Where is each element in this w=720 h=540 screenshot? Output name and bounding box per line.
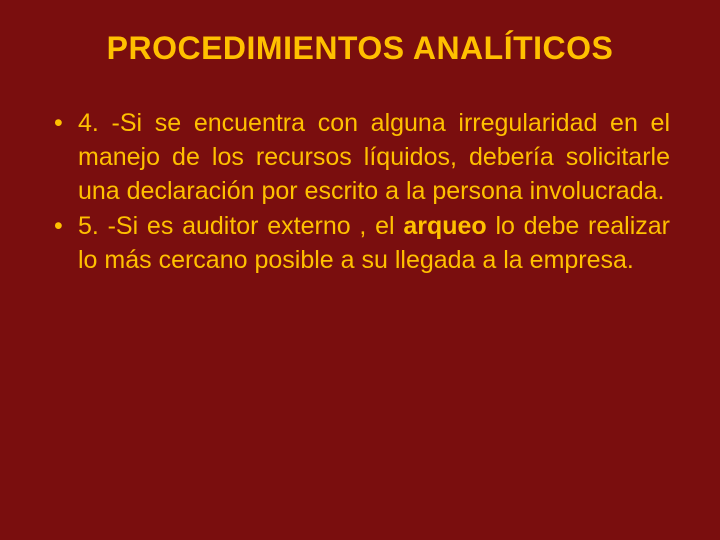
bullet-marker: • (50, 210, 78, 278)
bullet-text: 4. -Si se encuentra con alguna irregular… (78, 107, 670, 208)
bullet-marker: • (50, 107, 78, 208)
slide-title: PROCEDIMIENTOS ANALÍTICOS (50, 30, 670, 67)
list-item: • 4. -Si se encuentra con alguna irregul… (50, 107, 670, 208)
list-item: • 5. -Si es auditor externo , el arqueo … (50, 210, 670, 278)
bullet-text: 5. -Si es auditor externo , el arqueo lo… (78, 210, 670, 278)
slide-body: • 4. -Si se encuentra con alguna irregul… (50, 107, 670, 278)
